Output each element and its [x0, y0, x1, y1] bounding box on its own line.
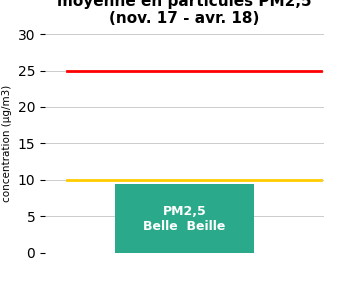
- Text: PM2,5
Belle  Beille: PM2,5 Belle Beille: [143, 204, 226, 233]
- Title: moyenne en particules PM2,5
(nov. 17 - avr. 18): moyenne en particules PM2,5 (nov. 17 - a…: [57, 0, 312, 26]
- Bar: [115, 184, 254, 253]
- Y-axis label: concentration (µg/m3): concentration (µg/m3): [2, 85, 12, 202]
